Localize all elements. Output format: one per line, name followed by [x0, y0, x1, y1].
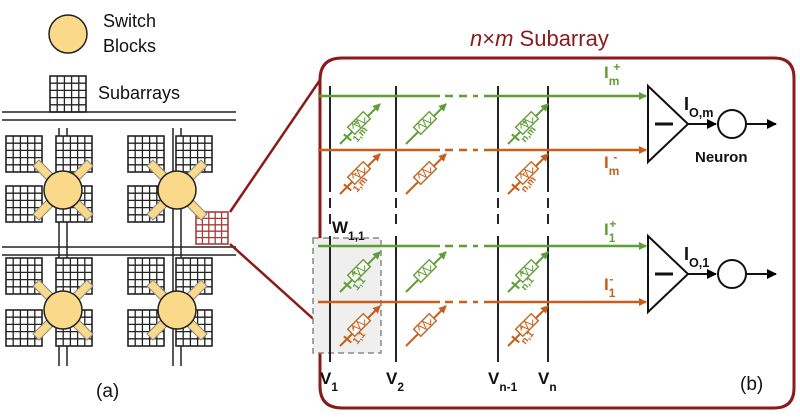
neuron-label: Neuron — [695, 149, 748, 166]
voltage-label: V2 — [386, 369, 404, 394]
subarray-tile — [55, 257, 93, 295]
weight-cell-label: W1,1 — [332, 218, 365, 243]
current-line-label: I1- — [604, 272, 616, 300]
switch-block-circle — [157, 290, 197, 330]
panel-a-caption: (a) — [96, 381, 119, 402]
memristor-device — [405, 153, 447, 195]
current-line-label: Im+ — [604, 60, 620, 88]
legend-subarrays-label: Subarrays — [98, 83, 180, 103]
output-current-label: IO,1 — [684, 244, 709, 270]
memristor-device — [339, 153, 381, 195]
subarray-frame — [318, 56, 796, 410]
legend-switch-label-line1: Switch — [103, 11, 156, 31]
neuron-circle — [717, 109, 747, 139]
switch-block-circle — [157, 170, 197, 210]
memristor-device — [405, 103, 447, 145]
switch-block — [32, 279, 94, 341]
crossbar: V1 V2 Vn-1 VnIm+Im-I1+I1-I1,m+I1,m-In,m+In,… — [318, 60, 777, 394]
switch-block-circle — [43, 290, 83, 330]
memristor-device — [339, 103, 381, 145]
switch-block-legend-icon — [48, 14, 88, 54]
subarray-legend-icon — [49, 75, 87, 113]
memristor-device — [405, 251, 447, 293]
memristor-device — [507, 103, 549, 145]
voltage-label: Vn — [538, 369, 557, 394]
neuron-circle — [717, 259, 747, 289]
subarray-legend-grid — [49, 75, 87, 113]
switch-block-circle — [43, 170, 83, 210]
zoom-line-top — [228, 79, 322, 213]
zoom-line-bottom — [229, 243, 321, 326]
voltage-label: V1 — [320, 369, 338, 394]
fabric-grid — [2, 111, 236, 366]
subarray-tile — [5, 309, 43, 347]
switch-block — [146, 279, 208, 341]
switch-block — [146, 159, 208, 221]
legend-switch-label-line2: Blocks — [103, 36, 156, 56]
memristor-device — [507, 251, 549, 293]
memristor-device — [405, 305, 447, 347]
memristor-device — [507, 305, 549, 347]
panel-b-caption: (b) — [740, 374, 763, 395]
memristor-device — [339, 251, 381, 293]
summing-amplifier — [647, 233, 690, 315]
summing-amplifier — [647, 83, 690, 165]
memristor-device — [507, 153, 549, 195]
voltage-label: Vn-1 — [488, 369, 518, 394]
current-line-label: I1+ — [604, 217, 616, 245]
memristor-device — [339, 305, 381, 347]
weight-cell-highlight — [312, 237, 382, 354]
output-current-label: IO,m — [684, 94, 714, 120]
subarray-title: n×m Subarray — [470, 26, 609, 51]
current-line-label: Im- — [604, 150, 619, 178]
switch-block — [32, 159, 94, 221]
